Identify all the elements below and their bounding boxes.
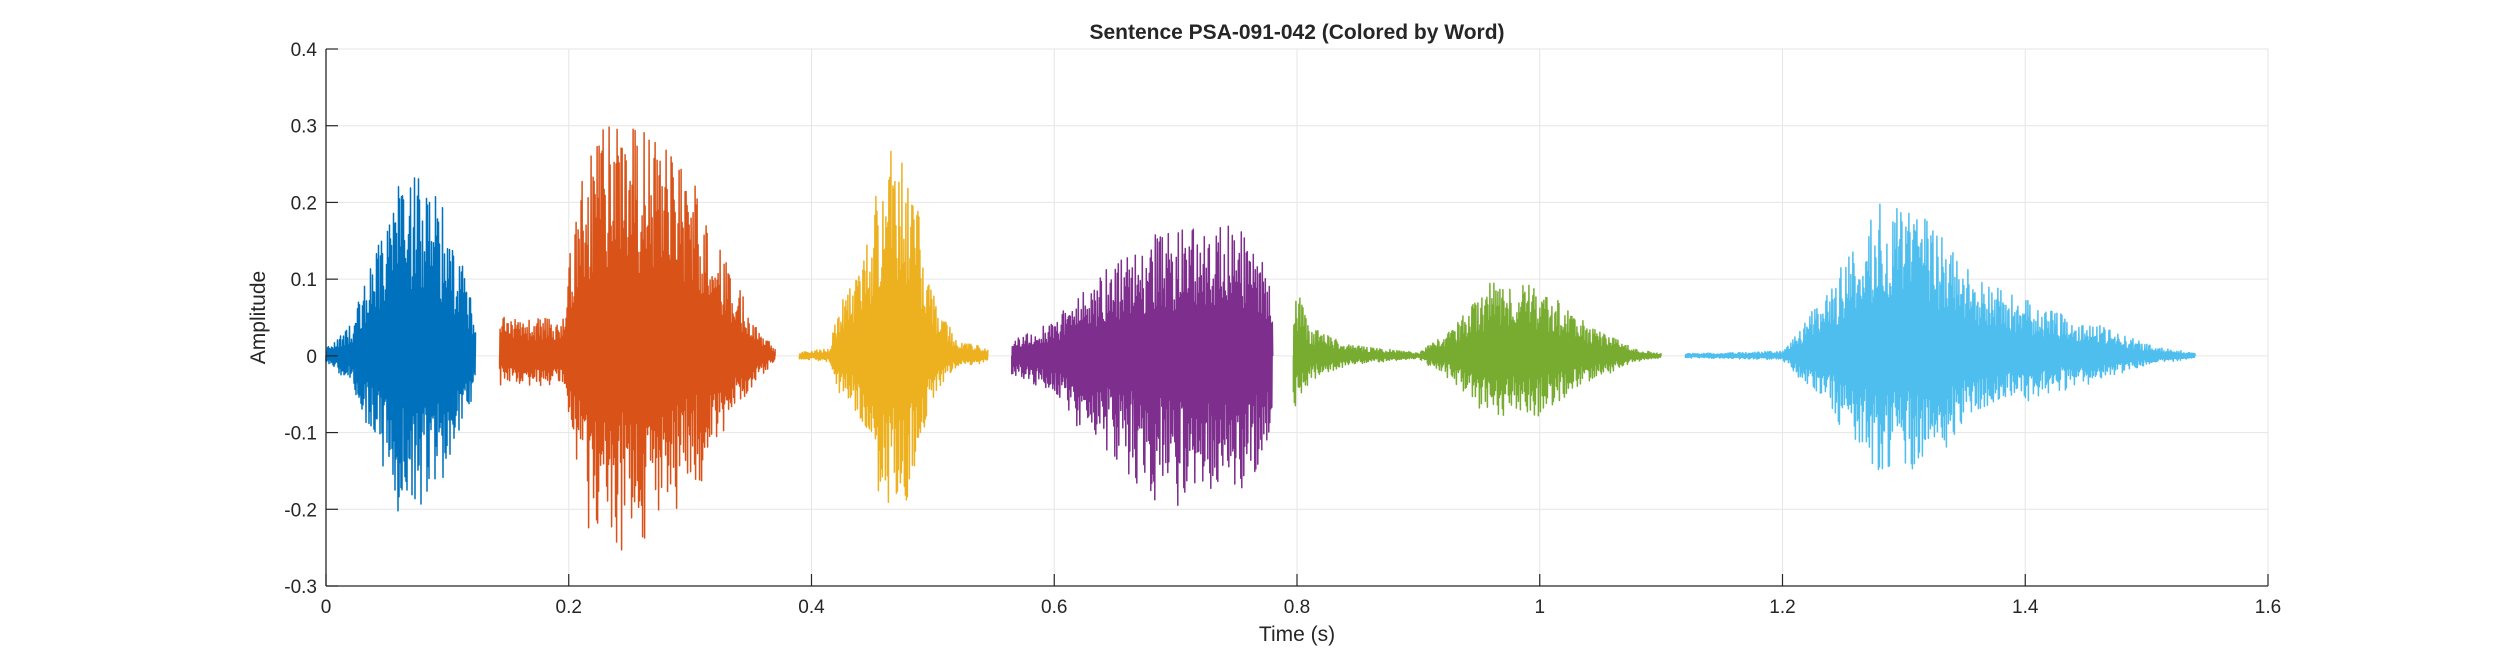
chart-title: Sentence PSA-091-042 (Colored by Word)	[1089, 21, 1504, 44]
y-tick-label: 0.1	[291, 270, 317, 291]
y-tick-label: -0.3	[284, 577, 317, 598]
x-tick-label: 1.2	[1769, 597, 1795, 618]
labels: 0 0.2 0.4 0.6 0.8 1 1.2 1.4 1.6 -0.3 -0.2 -0.1 0 0.1 0…	[284, 40, 2281, 618]
y-axis-title: Amplitude	[247, 271, 270, 364]
x-tick-label: 1.6	[2255, 597, 2281, 618]
x-tick-label: 0	[321, 597, 332, 618]
x-tick-label: 1.4	[2012, 597, 2039, 618]
series-layer	[325, 126, 2196, 551]
waveform-series-6	[1684, 203, 2196, 471]
x-tick-label: 0.4	[798, 597, 825, 618]
y-tick-label: -0.1	[284, 424, 317, 445]
y-tick-label: 0.4	[291, 40, 318, 61]
x-tick-label: 0.2	[556, 597, 582, 618]
waveform-series-2	[498, 126, 776, 551]
x-tick-label: 0.8	[1284, 597, 1310, 618]
y-tick-label: 0.2	[291, 193, 317, 214]
waveform-series-5	[1292, 282, 1662, 417]
x-axis-title: Time (s)	[1259, 623, 1335, 646]
x-tick-label: 0.6	[1041, 597, 1067, 618]
waveform-series-1	[325, 177, 477, 512]
y-tick-label: 0.3	[291, 117, 317, 138]
waveform-series-4	[1011, 225, 1274, 507]
y-tick-label: 0	[306, 347, 317, 368]
y-tick-label: -0.2	[284, 500, 317, 521]
x-tick-label: 1	[1534, 597, 1545, 618]
axes	[325, 48, 2269, 587]
waveform-series-3	[798, 150, 989, 503]
